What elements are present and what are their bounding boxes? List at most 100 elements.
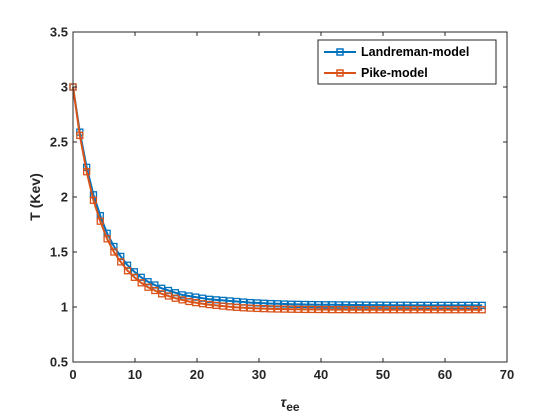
data-point-pike-model [437, 306, 445, 314]
data-point-pike-model [260, 304, 268, 313]
data-point-landreman-model [430, 301, 439, 310]
y-axis-label: T (Kev) [27, 173, 43, 220]
x-tick-label: 10 [128, 367, 142, 382]
data-point-landreman-model [362, 301, 370, 309]
data-point-pike-model [328, 305, 336, 314]
data-point-landreman-model [205, 295, 214, 303]
data-point-landreman-model [301, 300, 309, 309]
x-tick-label: 20 [190, 367, 204, 382]
data-point-landreman-model [321, 301, 329, 309]
data-point-pike-model [383, 306, 391, 314]
x-axis-label-main: τ [280, 394, 287, 410]
data-point-landreman-model [314, 301, 323, 309]
x-tick-label: 40 [314, 367, 328, 382]
data-point-pike-model [273, 305, 282, 313]
legend-label-pike: Pike-model [361, 66, 428, 80]
series-line-landreman-model [72, 86, 483, 307]
data-point-landreman-model [267, 299, 275, 308]
data-point-pike-model [171, 294, 179, 302]
data-point-landreman-model [471, 301, 480, 310]
data-point-pike-model [164, 292, 173, 300]
data-point-landreman-model [328, 301, 336, 309]
data-point-pike-model [82, 168, 91, 176]
data-point-pike-model [158, 290, 166, 298]
data-point-pike-model [410, 306, 418, 314]
data-point-pike-model [430, 306, 439, 314]
y-tick-label: 3 [61, 80, 68, 95]
x-tick-label: 30 [252, 367, 266, 382]
data-point-pike-model [294, 305, 302, 313]
legend-box [317, 39, 497, 85]
legend-swatch-marker-landreman [336, 48, 344, 56]
data-point-landreman-model [280, 300, 289, 308]
data-point-pike-model [110, 248, 118, 256]
series-landreman-model [69, 83, 486, 310]
data-point-landreman-model [178, 291, 186, 299]
data-point-pike-model [185, 297, 193, 306]
data-point-landreman-model [273, 300, 282, 308]
data-point-pike-model [233, 303, 241, 311]
data-point-pike-model [144, 283, 152, 291]
data-point-pike-model [253, 304, 261, 313]
data-point-pike-model [123, 267, 132, 275]
data-point-pike-model [130, 273, 139, 281]
data-point-pike-model [239, 304, 248, 312]
data-point-landreman-model [478, 301, 486, 310]
data-point-pike-model [314, 305, 323, 314]
x-tick-label: 60 [438, 367, 452, 382]
y-tick-label: 1 [61, 300, 68, 315]
data-point-pike-model [280, 305, 289, 313]
data-point-landreman-model [403, 301, 411, 309]
y-tick-label: 1.5 [50, 245, 68, 260]
data-point-landreman-model [423, 301, 432, 310]
data-point-pike-model [137, 279, 145, 287]
data-point-pike-model [103, 235, 111, 243]
data-point-pike-model [342, 305, 350, 314]
data-point-landreman-model [369, 301, 377, 309]
data-point-pike-model [478, 306, 486, 314]
data-point-pike-model [267, 305, 275, 313]
plot-frame [72, 31, 508, 363]
data-point-pike-model [335, 305, 343, 314]
data-point-pike-model [321, 305, 329, 314]
data-point-pike-model [151, 286, 159, 295]
legend-label-landreman: Landreman-model [361, 45, 469, 59]
data-point-pike-model [178, 296, 186, 304]
data-point-landreman-model [464, 301, 473, 310]
data-point-landreman-model [451, 301, 459, 310]
data-point-pike-model [451, 306, 459, 314]
series-layer [69, 83, 486, 314]
data-point-pike-model [464, 306, 473, 314]
data-point-pike-model [348, 306, 357, 314]
data-point-pike-model [117, 258, 125, 266]
data-point-landreman-model [396, 301, 405, 309]
data-point-landreman-model [308, 300, 316, 309]
data-point-landreman-model [294, 300, 302, 309]
y-tick-label: 2 [61, 190, 68, 205]
data-point-pike-model [301, 305, 309, 314]
data-point-landreman-model [287, 300, 295, 308]
data-point-pike-model [198, 300, 207, 308]
data-point-pike-model [76, 131, 84, 140]
data-point-landreman-model [342, 301, 350, 309]
x-tick-label: 0 [69, 367, 76, 382]
data-point-pike-model [362, 306, 370, 314]
x-axis-label-sub: ee [286, 400, 300, 414]
data-point-pike-model [355, 306, 364, 314]
data-point-landreman-model [355, 301, 364, 309]
data-point-pike-model [471, 306, 480, 314]
data-point-landreman-model [458, 301, 466, 310]
data-point-pike-model [396, 306, 405, 314]
data-point-pike-model [96, 217, 104, 225]
x-tick-label: 50 [376, 367, 390, 382]
data-point-pike-model [89, 196, 98, 204]
legend-swatch-marker-pike [336, 69, 344, 77]
data-point-landreman-model [410, 301, 418, 310]
data-point-landreman-model [376, 301, 384, 309]
data-point-landreman-model [335, 301, 343, 309]
data-point-pike-model [308, 305, 316, 314]
legend-entry-pike: Pike-model [324, 66, 428, 80]
data-point-pike-model [444, 306, 452, 314]
